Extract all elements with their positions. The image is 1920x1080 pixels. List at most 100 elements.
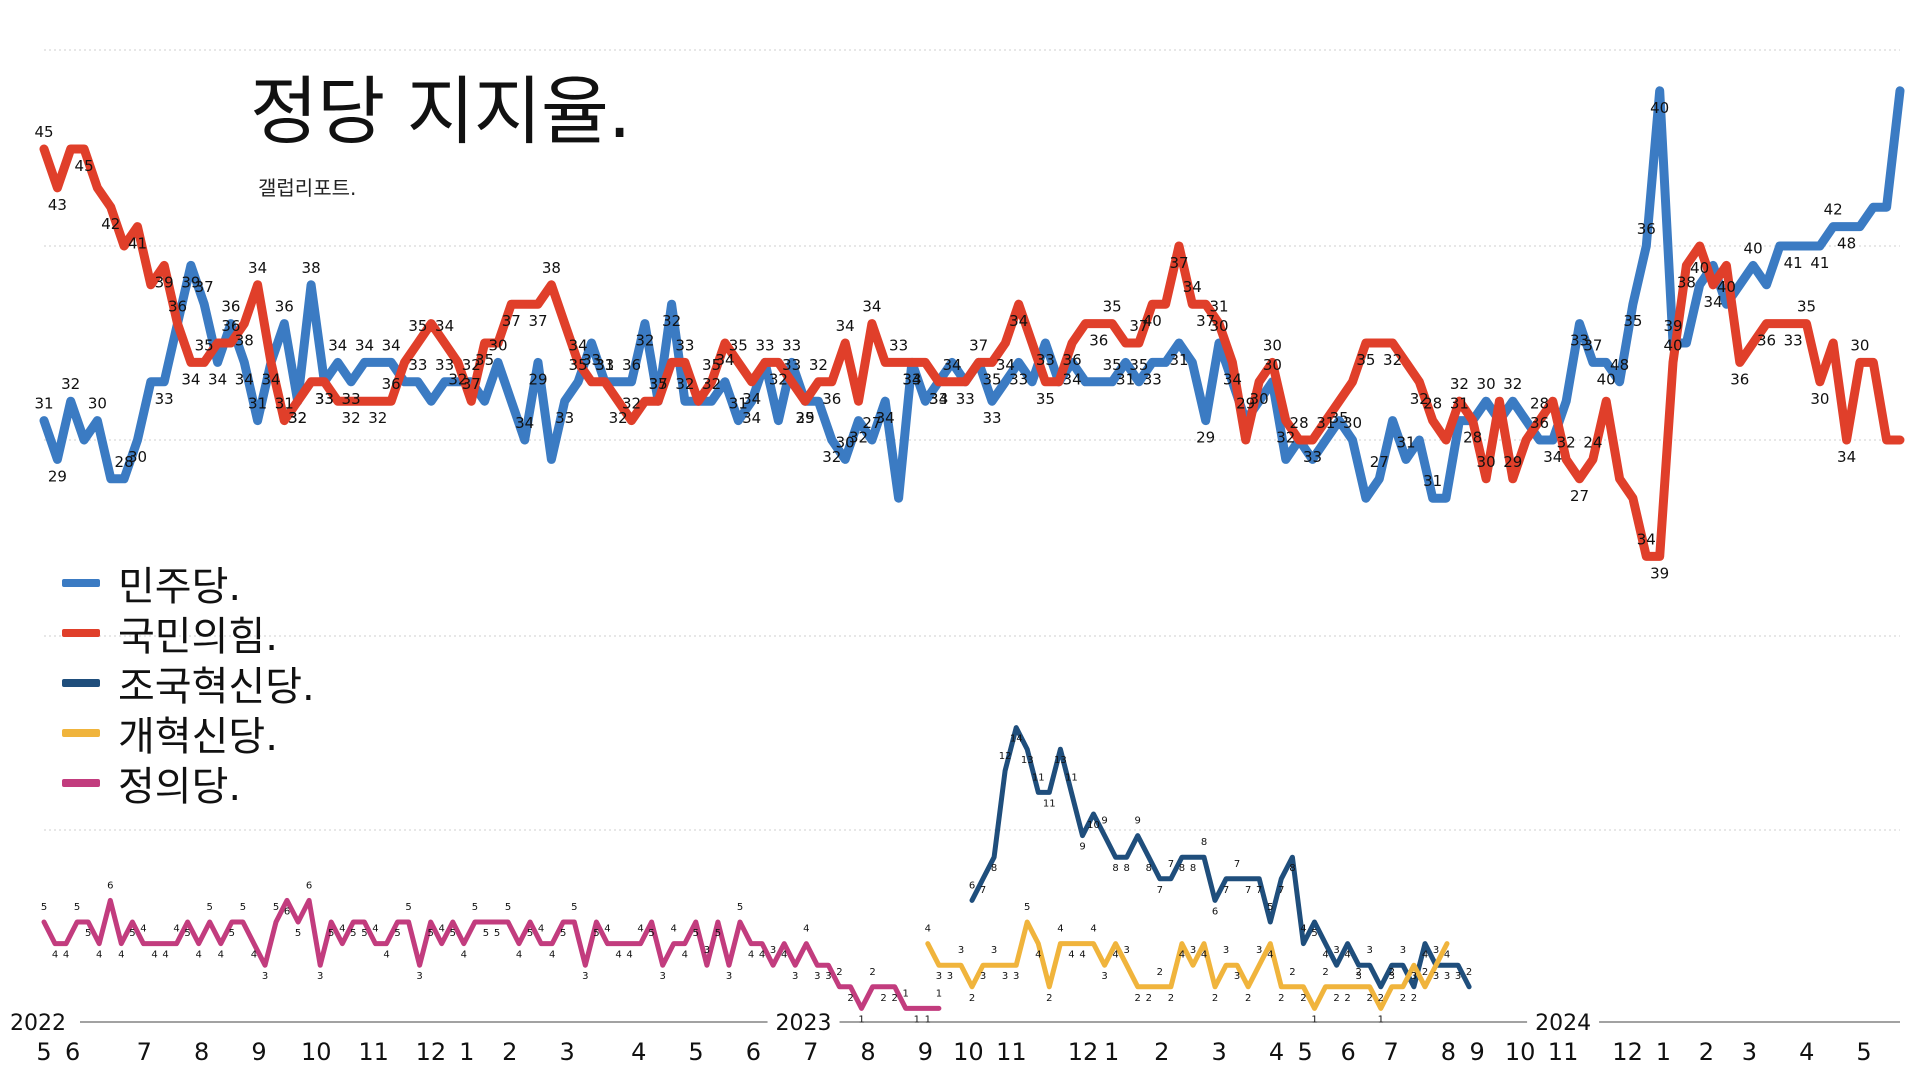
month-tick-label: 8: [860, 1038, 875, 1066]
data-label: 28: [1463, 429, 1482, 447]
data-label: 34: [996, 356, 1015, 374]
data-label: 34: [742, 390, 761, 408]
data-label: 5: [693, 928, 699, 939]
data-label: 40: [1597, 370, 1616, 388]
data-label: 32: [1276, 429, 1295, 447]
data-label: 40: [1663, 336, 1682, 354]
data-label: 11: [1032, 772, 1045, 783]
data-label: 3: [1002, 971, 1008, 982]
data-label: 8: [1179, 863, 1185, 874]
x-axis: 2022202320242025567891011121234567891011…: [8, 1008, 1900, 1066]
data-label: 29: [1196, 429, 1215, 447]
data-label: 37: [1583, 336, 1602, 354]
data-label: 3: [704, 945, 710, 956]
data-label: 36: [822, 390, 841, 408]
chart-subtitle: 갤럽리포트.: [258, 176, 357, 200]
data-label: 35: [195, 336, 214, 354]
data-label: 3: [1356, 971, 1362, 982]
data-label: 4: [1344, 950, 1350, 961]
data-label: 28: [1423, 395, 1442, 413]
data-label: 35: [796, 409, 815, 427]
data-label: 6: [306, 880, 312, 891]
data-label: 35: [1797, 298, 1816, 316]
data-label: 7: [1256, 885, 1262, 896]
data-label: 5: [41, 902, 47, 913]
data-label: 32: [822, 448, 841, 466]
data-label: 30: [128, 448, 147, 466]
data-label: 3: [1234, 971, 1240, 982]
data-label: 42: [101, 215, 120, 233]
month-tick-label: 12: [1068, 1038, 1099, 1066]
data-label: 2: [969, 993, 975, 1004]
data-label: 2: [1389, 967, 1395, 978]
data-label: 3: [980, 971, 986, 982]
data-label: 11: [1065, 772, 1078, 783]
year-label-bg: [8, 1008, 80, 1034]
data-label: 32: [1557, 433, 1576, 451]
data-label: 31: [1169, 351, 1188, 369]
data-label: 33: [782, 356, 801, 374]
data-label: 5: [593, 928, 599, 939]
data-label: 31: [34, 395, 53, 413]
data-label: 2: [1333, 993, 1339, 1004]
data-label: 4: [372, 924, 378, 935]
data-label: 37: [1196, 312, 1215, 330]
data-label: 35: [1356, 351, 1375, 369]
data-label: 30: [1810, 390, 1829, 408]
data-label: 4: [671, 924, 677, 935]
data-label: 4: [118, 950, 124, 961]
year-label: 2023: [776, 1011, 832, 1036]
data-label: 3: [1190, 945, 1196, 956]
data-label: 8: [1124, 863, 1130, 874]
data-label: 31: [275, 395, 294, 413]
data-label: 36: [221, 298, 240, 316]
data-label: 38: [235, 332, 254, 350]
data-label: 2: [1300, 993, 1306, 1004]
data-label: 32: [809, 356, 828, 374]
data-label: 32: [1410, 390, 1429, 408]
data-label: 35: [1103, 356, 1122, 374]
legend-item-democratic: 민주당.: [62, 558, 315, 610]
data-label: 34: [569, 336, 588, 354]
data-label: 33: [315, 390, 334, 408]
series-line: [925, 919, 1450, 1011]
data-label: 9: [1101, 816, 1107, 827]
data-label: 2: [1289, 967, 1295, 978]
data-label: 30: [1209, 317, 1228, 335]
data-label: 7: [1168, 859, 1174, 870]
data-label: 1: [914, 1014, 920, 1025]
data-label: 32: [769, 370, 788, 388]
data-label: 30: [1477, 375, 1496, 393]
data-label: 28: [115, 453, 134, 471]
data-label: 6: [969, 880, 975, 891]
data-label: 2: [1157, 967, 1163, 978]
data-label: 33: [889, 336, 908, 354]
data-label: 4: [637, 924, 643, 935]
data-label: 32: [462, 356, 481, 374]
data-label: 4: [516, 950, 522, 961]
data-label: 3: [416, 971, 422, 982]
data-label: 5: [560, 928, 566, 939]
data-label: 30: [1850, 336, 1869, 354]
series-line: [39, 144, 1905, 561]
data-label: 30: [88, 395, 107, 413]
data-label: 6: [1212, 906, 1218, 917]
data-label: 6: [107, 880, 113, 891]
data-label: 33: [1009, 370, 1028, 388]
data-label: 34: [1543, 448, 1562, 466]
data-label: 4: [803, 924, 809, 935]
data-label: 30: [1250, 390, 1269, 408]
data-label: 3: [1124, 945, 1130, 956]
year-label-bg: [767, 1008, 840, 1034]
data-label: 34: [261, 370, 280, 388]
month-tick-label: 1: [1104, 1038, 1119, 1066]
data-label: 5: [527, 928, 533, 939]
data-label: 3: [1455, 971, 1461, 982]
data-label: 34: [208, 370, 227, 388]
data-label: 33: [155, 390, 174, 408]
data-label: 2: [892, 993, 898, 1004]
data-label: 5: [737, 902, 743, 913]
data-label: 33: [1303, 448, 1322, 466]
month-tick-label: 8: [1441, 1038, 1456, 1066]
data-label: 34: [435, 317, 454, 335]
